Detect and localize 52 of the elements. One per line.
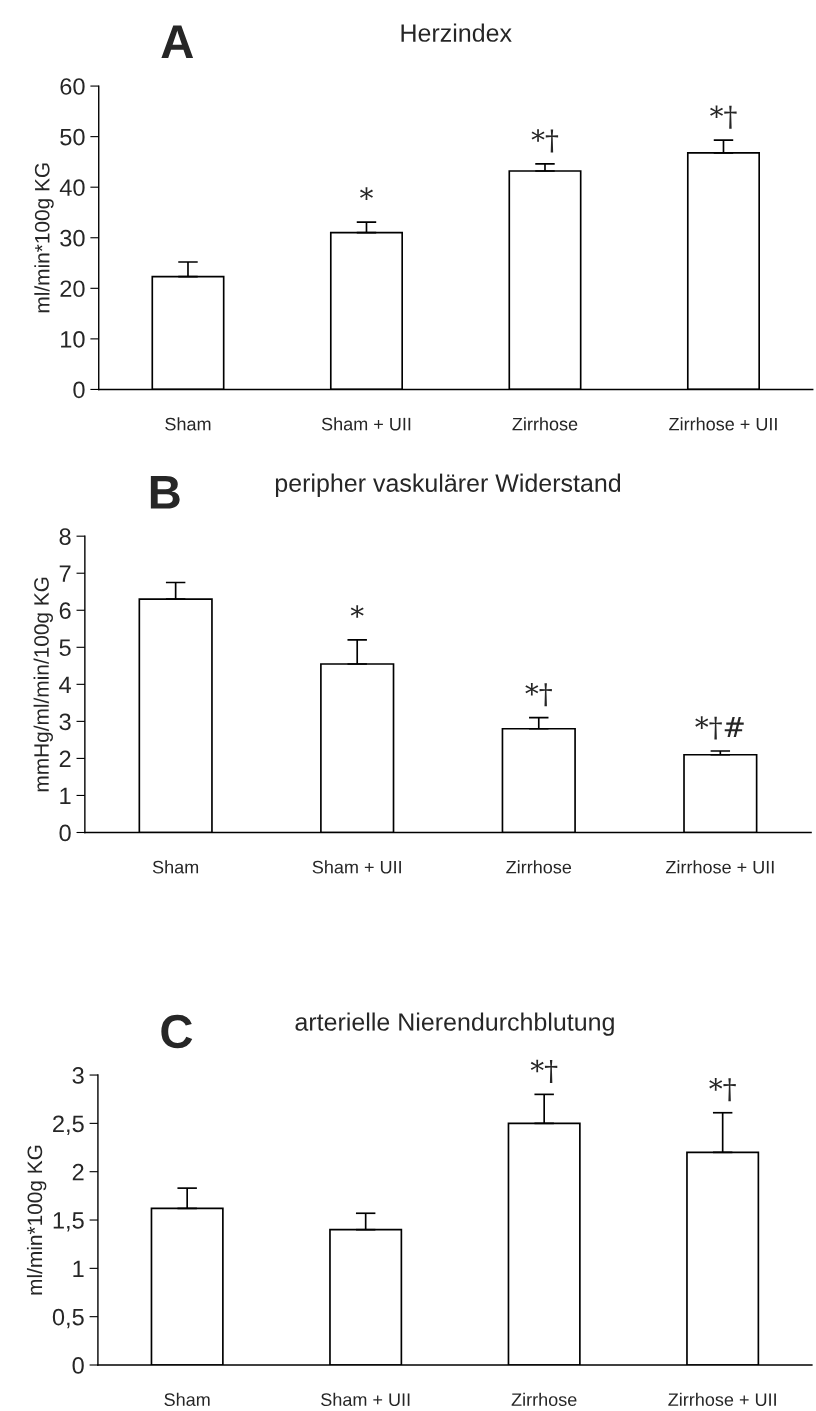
x-tick-label: Sham (165, 417, 211, 431)
x-tick-label: Zirrhose (506, 860, 572, 874)
y-tick-label: 50 (60, 128, 85, 146)
y-tick-label: 1 (60, 787, 71, 805)
x-tick-label: Sham + UII (321, 1392, 410, 1407)
data-label: *† (710, 105, 737, 129)
y-tick-label: 10 (61, 330, 85, 348)
y-tick-label: 6 (59, 602, 71, 620)
y-tick-label: 3 (72, 1067, 84, 1084)
x-tick-label: Zirrhose (511, 1392, 577, 1407)
y-tick-label: 0 (72, 1357, 84, 1374)
y-tick-label: 4 (59, 676, 71, 693)
y-tick-label: 60 (60, 78, 85, 95)
data-label: *†# (695, 716, 744, 740)
x-tick-label: Zirrhose + UII (665, 860, 774, 874)
y-tick-label: 2,5 (53, 1115, 84, 1135)
data-label: * (350, 605, 364, 618)
x-tick-label: Sham (152, 860, 199, 874)
y-tick-label: 30 (60, 229, 85, 247)
y-tick-label: 5 (59, 639, 71, 657)
y-axis-title: mmHg/ml/min/100g KG (33, 577, 53, 792)
y-tick-label: 1 (73, 1260, 84, 1277)
chart-title: peripher vaskulärer Widerstand (275, 473, 621, 497)
data-label: *† (709, 1078, 736, 1102)
y-tick-label: 0 (73, 381, 85, 399)
chart-title: Herzindex (401, 23, 512, 42)
data-label: *† (531, 129, 559, 153)
text: B (150, 476, 180, 509)
data-label: *† (525, 682, 552, 707)
data-label: *† (530, 1059, 558, 1083)
y-tick-label: 8 (59, 528, 71, 545)
y-tick-label: 20 (60, 280, 85, 298)
x-tick-label: Sham + UII (312, 860, 401, 874)
text: C (161, 1014, 193, 1049)
x-tick-label: Sham (164, 1392, 210, 1407)
text: A (161, 25, 194, 59)
x-tick-label: Zirrhose + UII (668, 1392, 776, 1407)
y-tick-label: 3 (59, 713, 71, 731)
y-tick-label: 40 (59, 179, 85, 196)
y-tick-label: 2 (72, 1163, 84, 1181)
y-tick-label: 0,5 (52, 1308, 84, 1329)
y-axis-title: ml/min*100g KG (26, 1145, 47, 1295)
x-tick-label: Sham + UII (321, 417, 411, 431)
y-tick-label: 0 (59, 824, 71, 842)
x-tick-label: Zirrhose + UII (669, 417, 777, 431)
chart-title: arterielle Nierendurchblutung (295, 1012, 614, 1036)
y-axis-title: ml/min*100g KG (34, 163, 54, 313)
x-tick-label: Zirrhose (512, 417, 578, 431)
y-tick-label: 1,5 (53, 1212, 84, 1232)
y-tick-label: 7 (59, 565, 71, 582)
y-tick-label: 2 (59, 750, 71, 767)
data-label: * (359, 187, 373, 200)
